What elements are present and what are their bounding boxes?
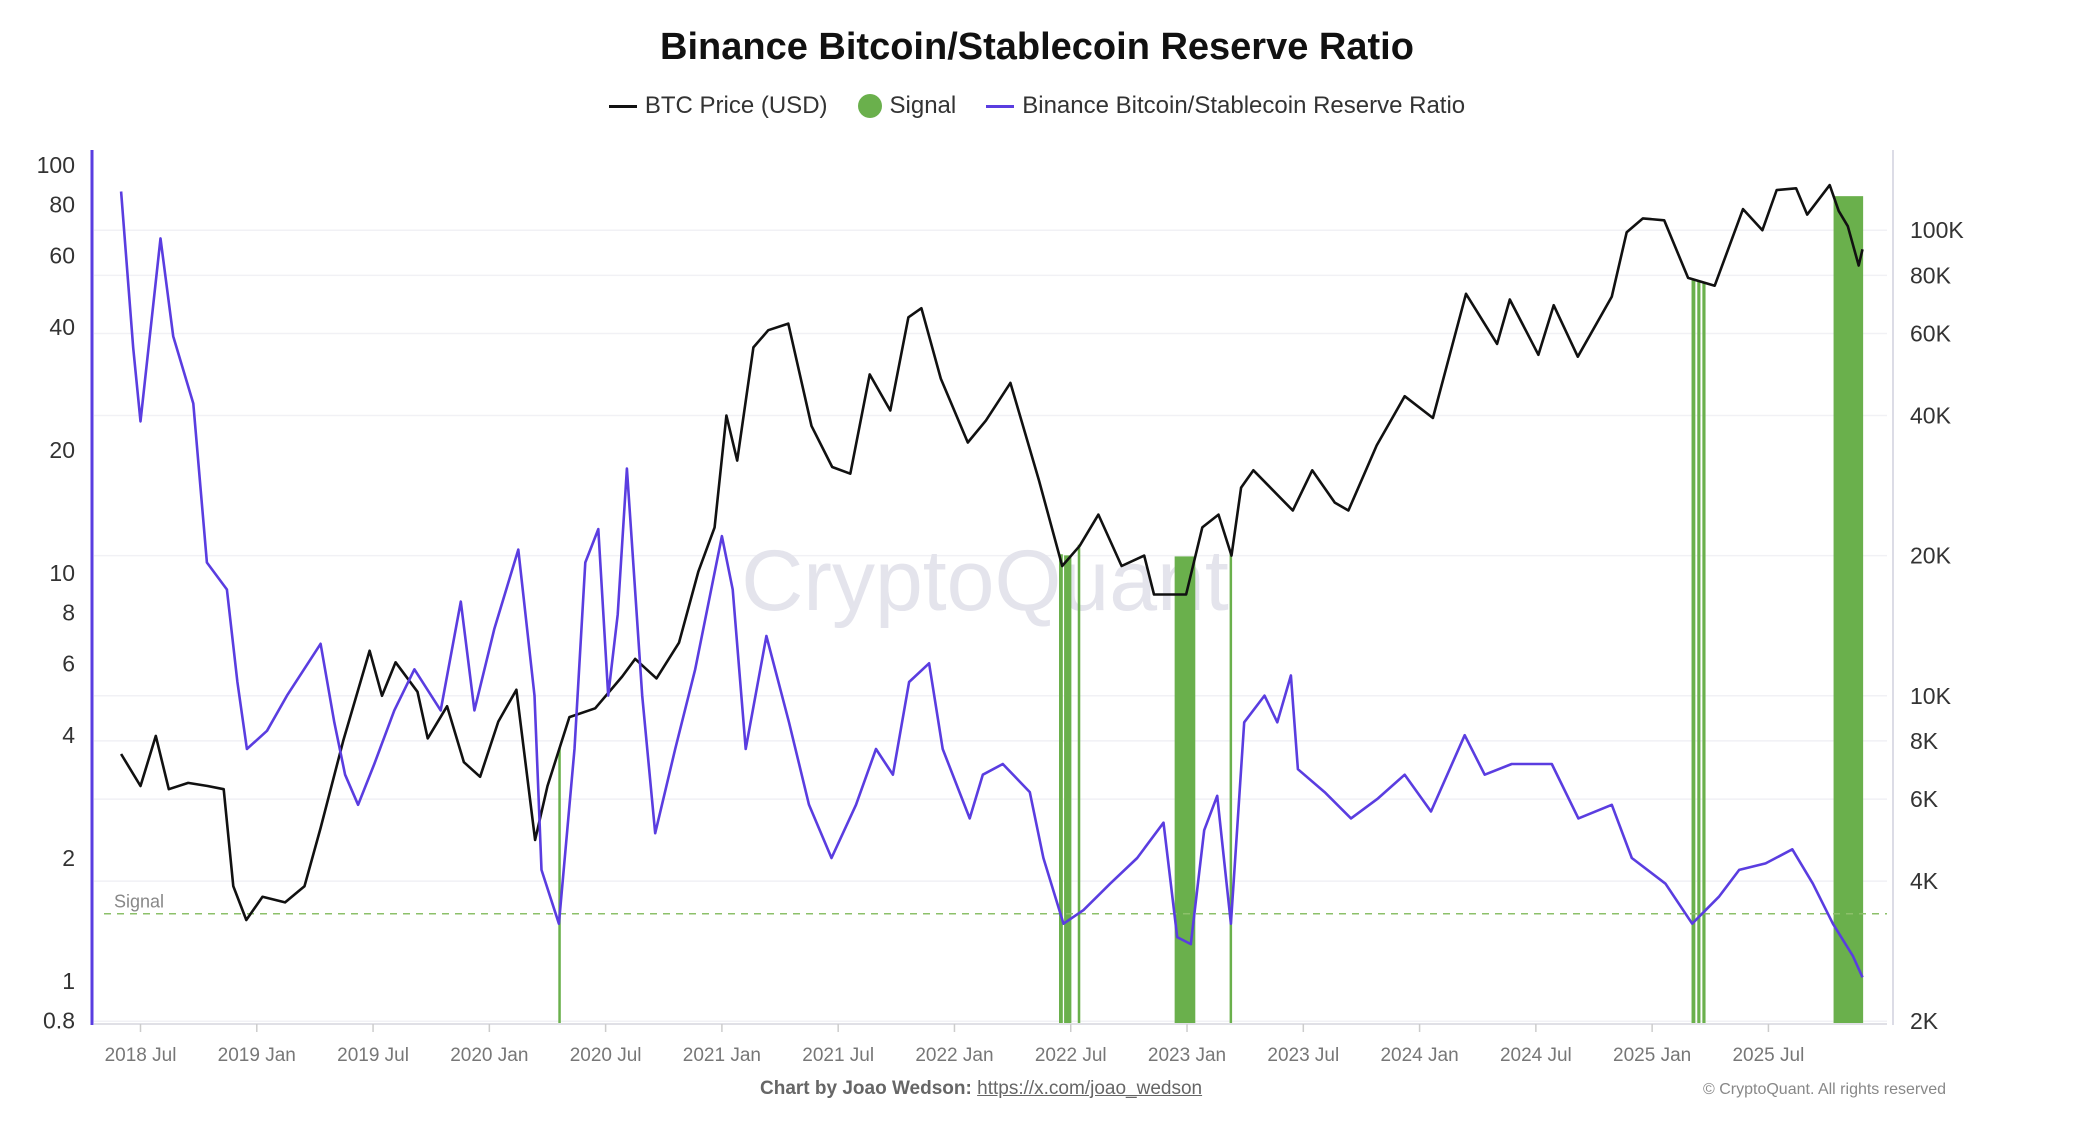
y-right-tick-label: 80K	[1910, 262, 1952, 288]
y-right-tick-label: 4K	[1910, 868, 1939, 894]
y-right-tick-label: 8K	[1910, 728, 1939, 754]
y-right-tick-label: 100K	[1910, 217, 1964, 243]
x-tick-label: 2019 Jul	[337, 1045, 409, 1066]
y-left-tick-label: 0.8	[43, 1007, 75, 1033]
y-right-tick-label: 60K	[1910, 320, 1952, 346]
x-tick-label: 2022 Jan	[915, 1045, 993, 1066]
y-left-tick-label: 4	[62, 722, 75, 748]
author-link[interactable]: https://x.com/joao_wedson	[977, 1078, 1203, 1099]
y-left-tick-label: 100	[37, 152, 75, 178]
x-tick-label: 2018 Jul	[105, 1045, 177, 1066]
legend-item-reserve-ratio[interactable]: Binance Bitcoin/Stablecoin Reserve Ratio	[986, 92, 1465, 120]
legend-line-swatch	[986, 104, 1015, 108]
y-left-tick-label: 10	[49, 560, 75, 586]
legend-label: BTC Price (USD)	[644, 92, 828, 119]
x-tick-label: 2020 Jul	[570, 1045, 642, 1066]
x-tick-label: 2024 Jan	[1380, 1045, 1458, 1066]
y-right-tick-label: 6K	[1910, 786, 1939, 812]
signal-band	[1691, 278, 1696, 1024]
x-tick-label: 2021 Jul	[802, 1045, 874, 1066]
legend: BTC Price (USD) Signal Binance Bitcoin/S…	[0, 92, 2074, 120]
legend-dot-swatch	[857, 94, 882, 118]
btc-price-line	[119, 183, 1864, 922]
legend-label: Binance Bitcoin/Stablecoin Reserve Ratio	[1022, 92, 1466, 119]
signal-band	[1059, 554, 1063, 1024]
y-right-tick-label: 20K	[1910, 543, 1952, 569]
legend-item-signal[interactable]: Signal	[857, 92, 957, 120]
y-right-tick-label: 2K	[1910, 1008, 1939, 1034]
x-tick-label: 2025 Jan	[1613, 1045, 1691, 1066]
legend-label: Signal	[889, 92, 957, 119]
credit-text: Chart by Joao Wedson:	[760, 1078, 972, 1099]
y-right-tick-label: 40K	[1910, 402, 1952, 428]
reserve-ratio-line	[119, 191, 1864, 978]
y-right-tick-label: 10K	[1910, 683, 1952, 709]
y-left-tick-label: 1	[62, 968, 75, 994]
signal-band	[1077, 544, 1081, 1024]
legend-line-swatch	[608, 104, 637, 108]
signal-band	[1064, 555, 1072, 1024]
footer-credit: Chart by Joao Wedson: https://x.com/joao…	[760, 1078, 1202, 1100]
signal-band	[1229, 549, 1233, 1024]
chart-title: Binance Bitcoin/Stablecoin Reserve Ratio	[660, 26, 1414, 68]
signal-band	[1702, 282, 1706, 1024]
y-left-tick-label: 8	[62, 599, 75, 625]
y-left-tick-label: 80	[49, 191, 75, 217]
legend-item-btc-price[interactable]: BTC Price (USD)	[608, 92, 828, 120]
x-tick-label: 2022 Jul	[1035, 1045, 1107, 1066]
x-tick-label: 2025 Jul	[1732, 1045, 1804, 1066]
watermark: CryptoQuant	[741, 533, 1229, 629]
signal-band	[1174, 556, 1196, 1024]
x-tick-label: 2023 Jul	[1267, 1045, 1339, 1066]
x-tick-label: 2019 Jan	[218, 1045, 296, 1066]
copyright-text: © CryptoQuant. All rights reserved	[1703, 1081, 1946, 1098]
signal-band	[1833, 196, 1864, 1024]
signal-band	[1697, 280, 1701, 1025]
y-left-tick-label: 40	[49, 314, 75, 340]
y-left-tick-label: 2	[62, 845, 75, 871]
y-left-tick-label: 60	[49, 242, 75, 268]
y-left-tick-label: 6	[62, 650, 75, 676]
signal-threshold-label: Signal	[114, 892, 164, 912]
signal-band	[558, 748, 561, 1024]
x-tick-label: 2020 Jan	[450, 1045, 528, 1066]
y-left-tick-label: 20	[49, 437, 75, 463]
x-tick-label: 2021 Jan	[683, 1045, 761, 1066]
x-tick-label: 2023 Jan	[1148, 1045, 1226, 1066]
x-tick-label: 2024 Jul	[1500, 1045, 1572, 1066]
